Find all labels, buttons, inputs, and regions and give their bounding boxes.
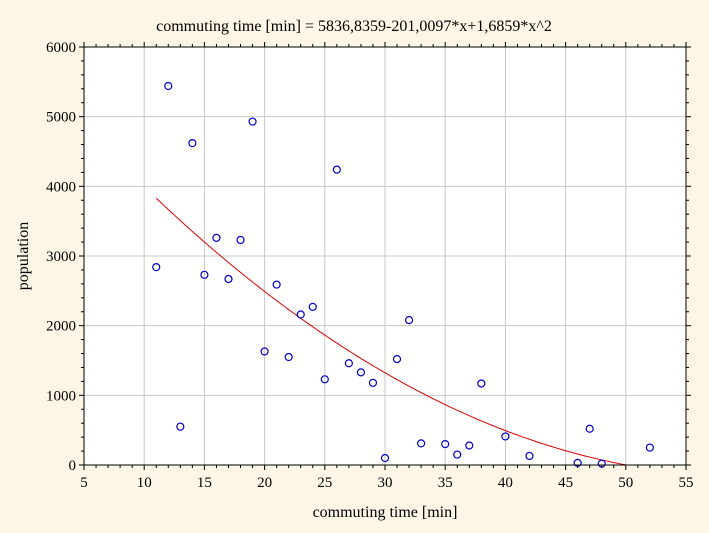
data-point: [308, 302, 317, 311]
data-point: [404, 315, 414, 325]
data-point: [296, 310, 305, 319]
y-axis-title: population: [15, 222, 32, 290]
x-tick-label: 40: [498, 475, 513, 491]
data-point: [380, 453, 390, 463]
y-tick-label: 4000: [46, 179, 76, 195]
x-tick-label: 25: [317, 475, 332, 491]
data-point: [212, 233, 221, 242]
x-axis-title: commuting time [min]: [313, 504, 458, 521]
data-point: [477, 379, 486, 388]
y-tick-label: 3000: [46, 249, 76, 265]
x-tick-label: 20: [257, 475, 272, 491]
y-tick-label: 5000: [46, 110, 76, 126]
x-tick-label: 50: [618, 475, 633, 491]
x-tick-label: 15: [197, 475, 212, 491]
data-point: [585, 424, 594, 433]
y-tick-label: 2000: [46, 319, 76, 335]
data-point: [164, 81, 173, 91]
data-point: [224, 274, 233, 284]
data-point: [248, 117, 257, 126]
data-point: [272, 280, 281, 289]
data-point: [152, 263, 161, 272]
fit-curve: [155, 197, 626, 466]
data-point: [465, 441, 474, 450]
chart-title: commuting time [min] = 5836,8359-201,009…: [156, 18, 552, 35]
x-tick-label: 5: [80, 475, 88, 491]
x-tick-label: 10: [137, 475, 152, 491]
data-point: [645, 443, 654, 452]
data-point: [356, 368, 366, 377]
grid-lines: [84, 47, 686, 465]
data-point: [260, 347, 269, 356]
data-point: [176, 422, 185, 431]
data-point: [525, 451, 534, 461]
data-point: [284, 352, 293, 362]
data-point: [236, 235, 245, 245]
data-point: [501, 432, 510, 441]
x-tick-label: 35: [438, 475, 453, 491]
data-point: [368, 378, 378, 387]
data-point: [392, 355, 402, 364]
x-tick-label: 30: [378, 475, 393, 491]
axis-ticks: [79, 42, 691, 470]
data-point: [320, 375, 329, 384]
data-point: [453, 450, 462, 459]
y-tick-label: 6000: [46, 40, 76, 56]
data-point: [441, 440, 450, 449]
tick-labels: 5 10 15 20 25 30 35 40 45 50 55 0 1000 2000 3000 4000 50…: [46, 40, 694, 491]
data-point: [417, 439, 426, 448]
data-point: [188, 139, 197, 148]
data-point: [200, 270, 209, 279]
data-point: [332, 165, 341, 174]
data-point: [344, 359, 353, 368]
x-tick-label: 55: [679, 475, 694, 491]
y-tick-label: 0: [69, 458, 77, 474]
x-tick-label: 45: [558, 475, 573, 491]
data-points: [152, 81, 654, 468]
y-tick-label: 1000: [46, 388, 76, 404]
